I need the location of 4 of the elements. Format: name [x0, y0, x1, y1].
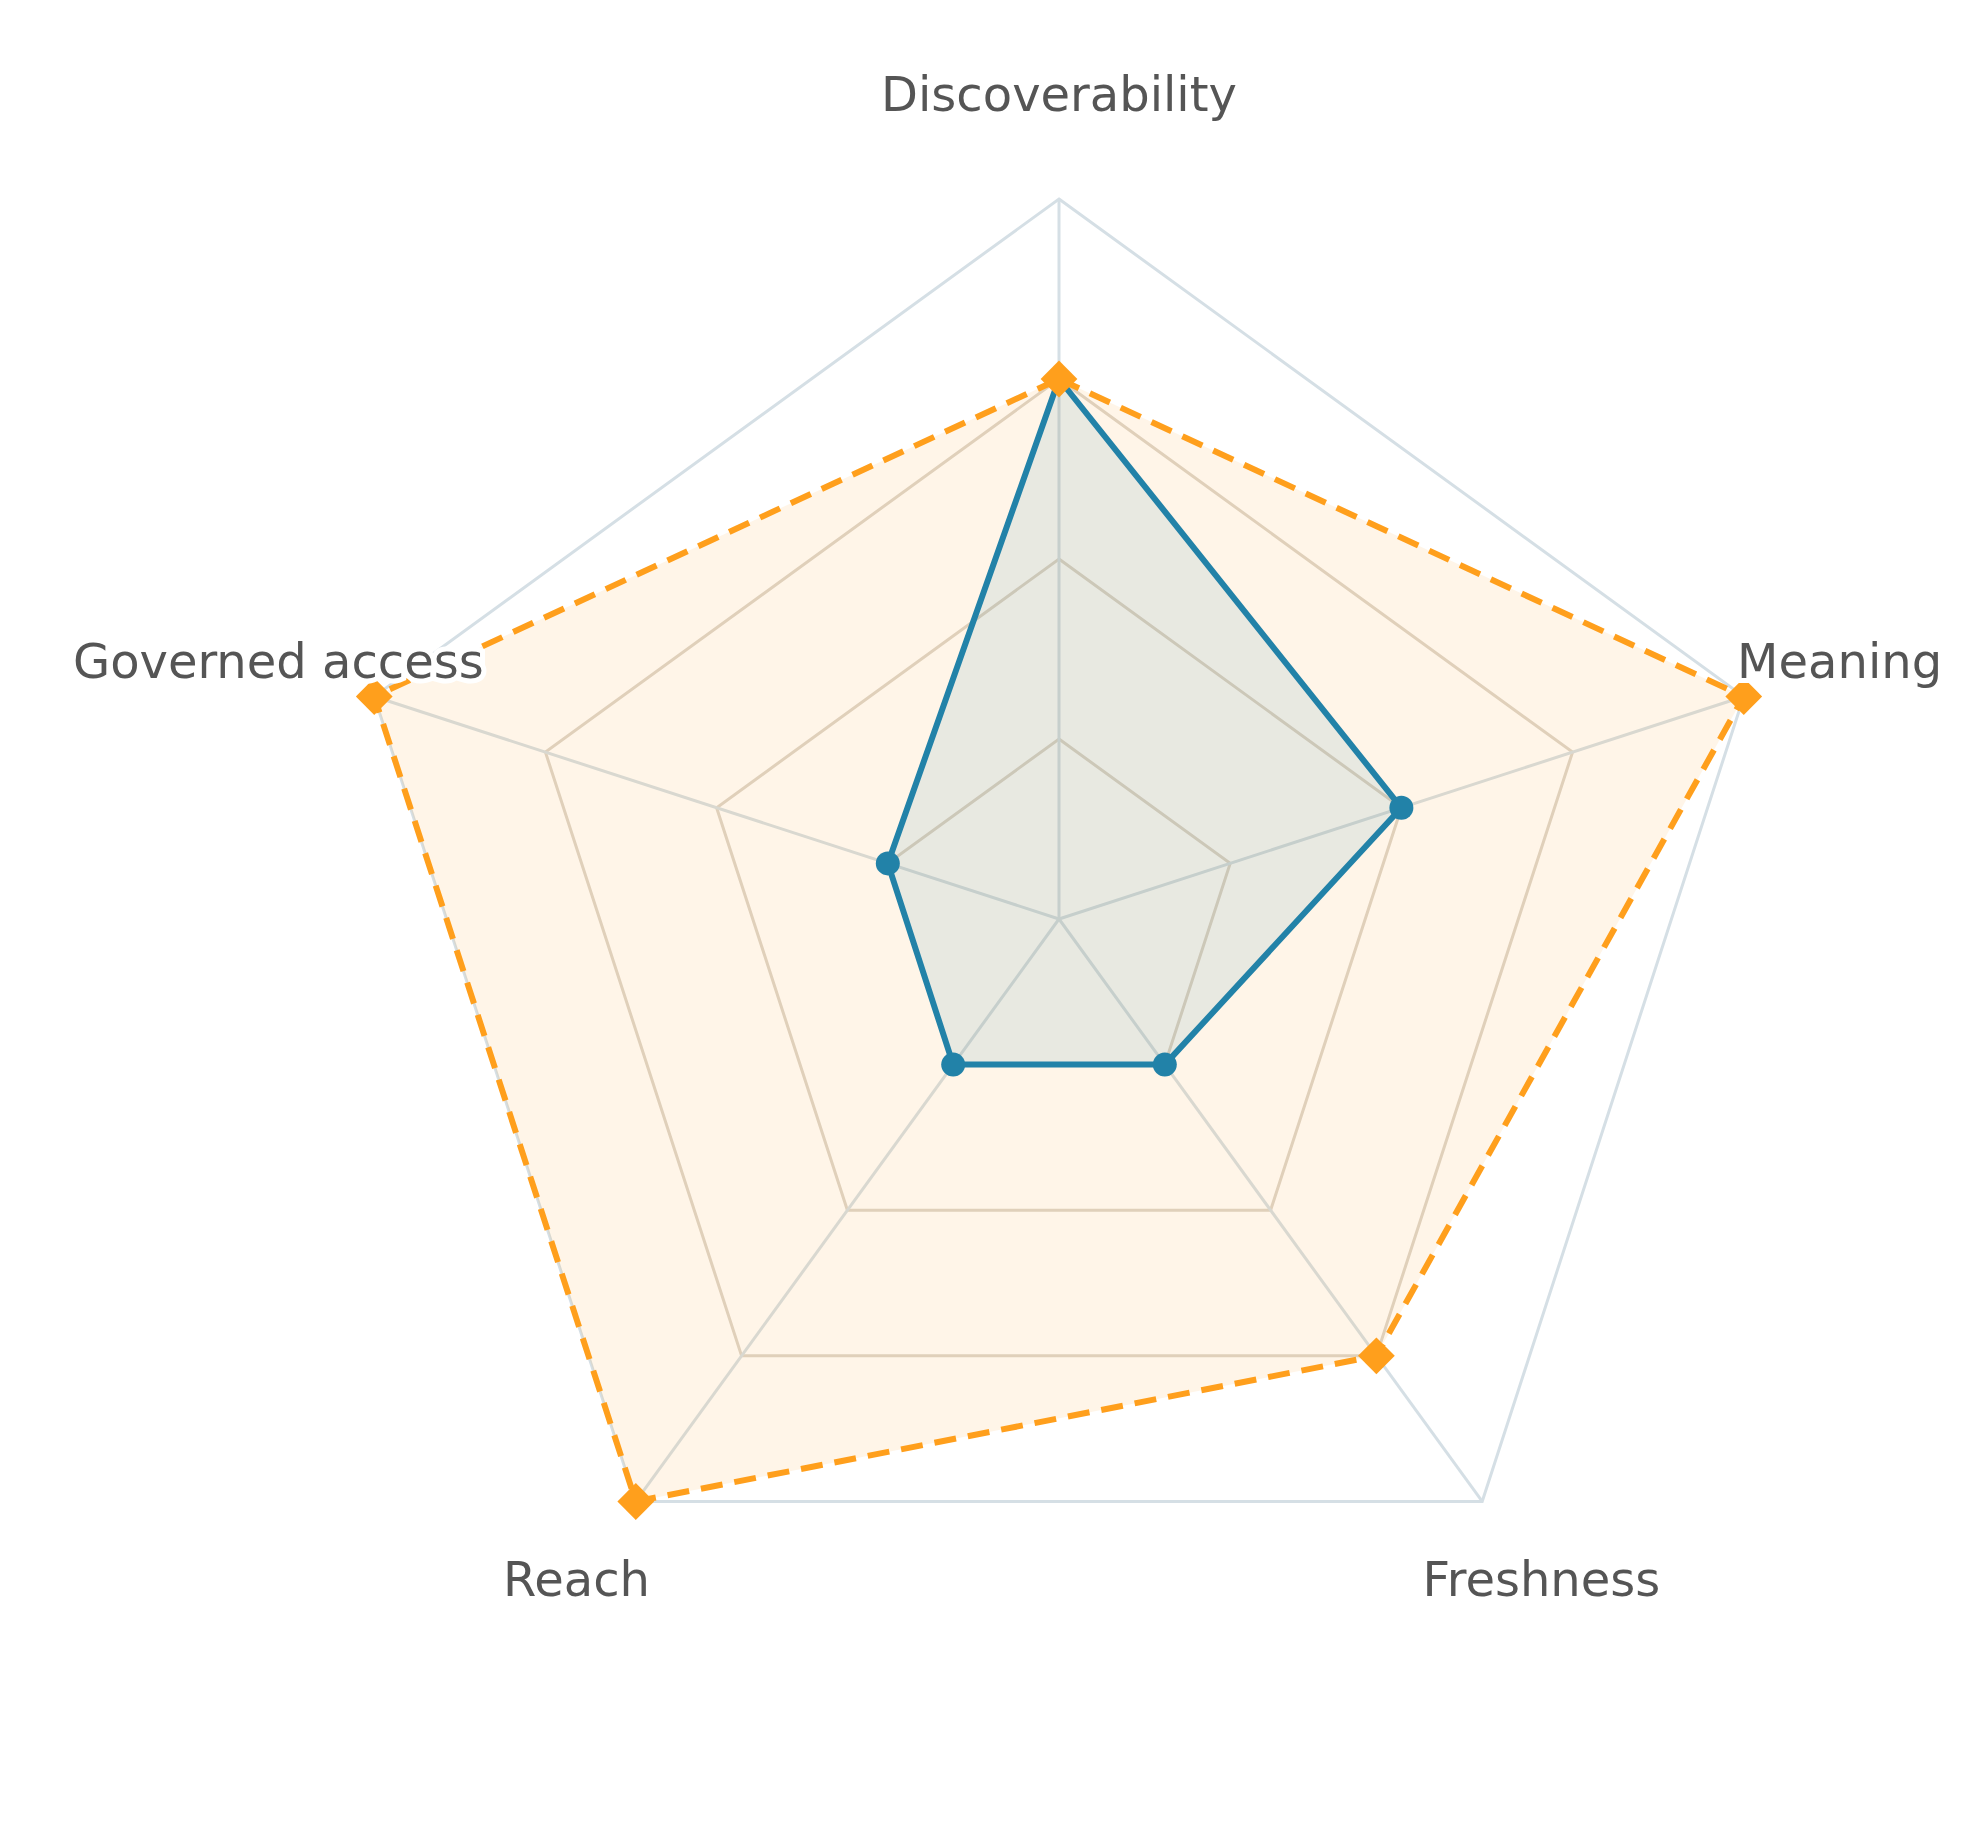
- spoke-label: Meaning: [1737, 633, 1943, 690]
- spoke-label: Reach: [503, 1551, 651, 1608]
- spoke-label: Freshness: [1422, 1551, 1661, 1608]
- spoke-label: Discoverability: [881, 66, 1237, 123]
